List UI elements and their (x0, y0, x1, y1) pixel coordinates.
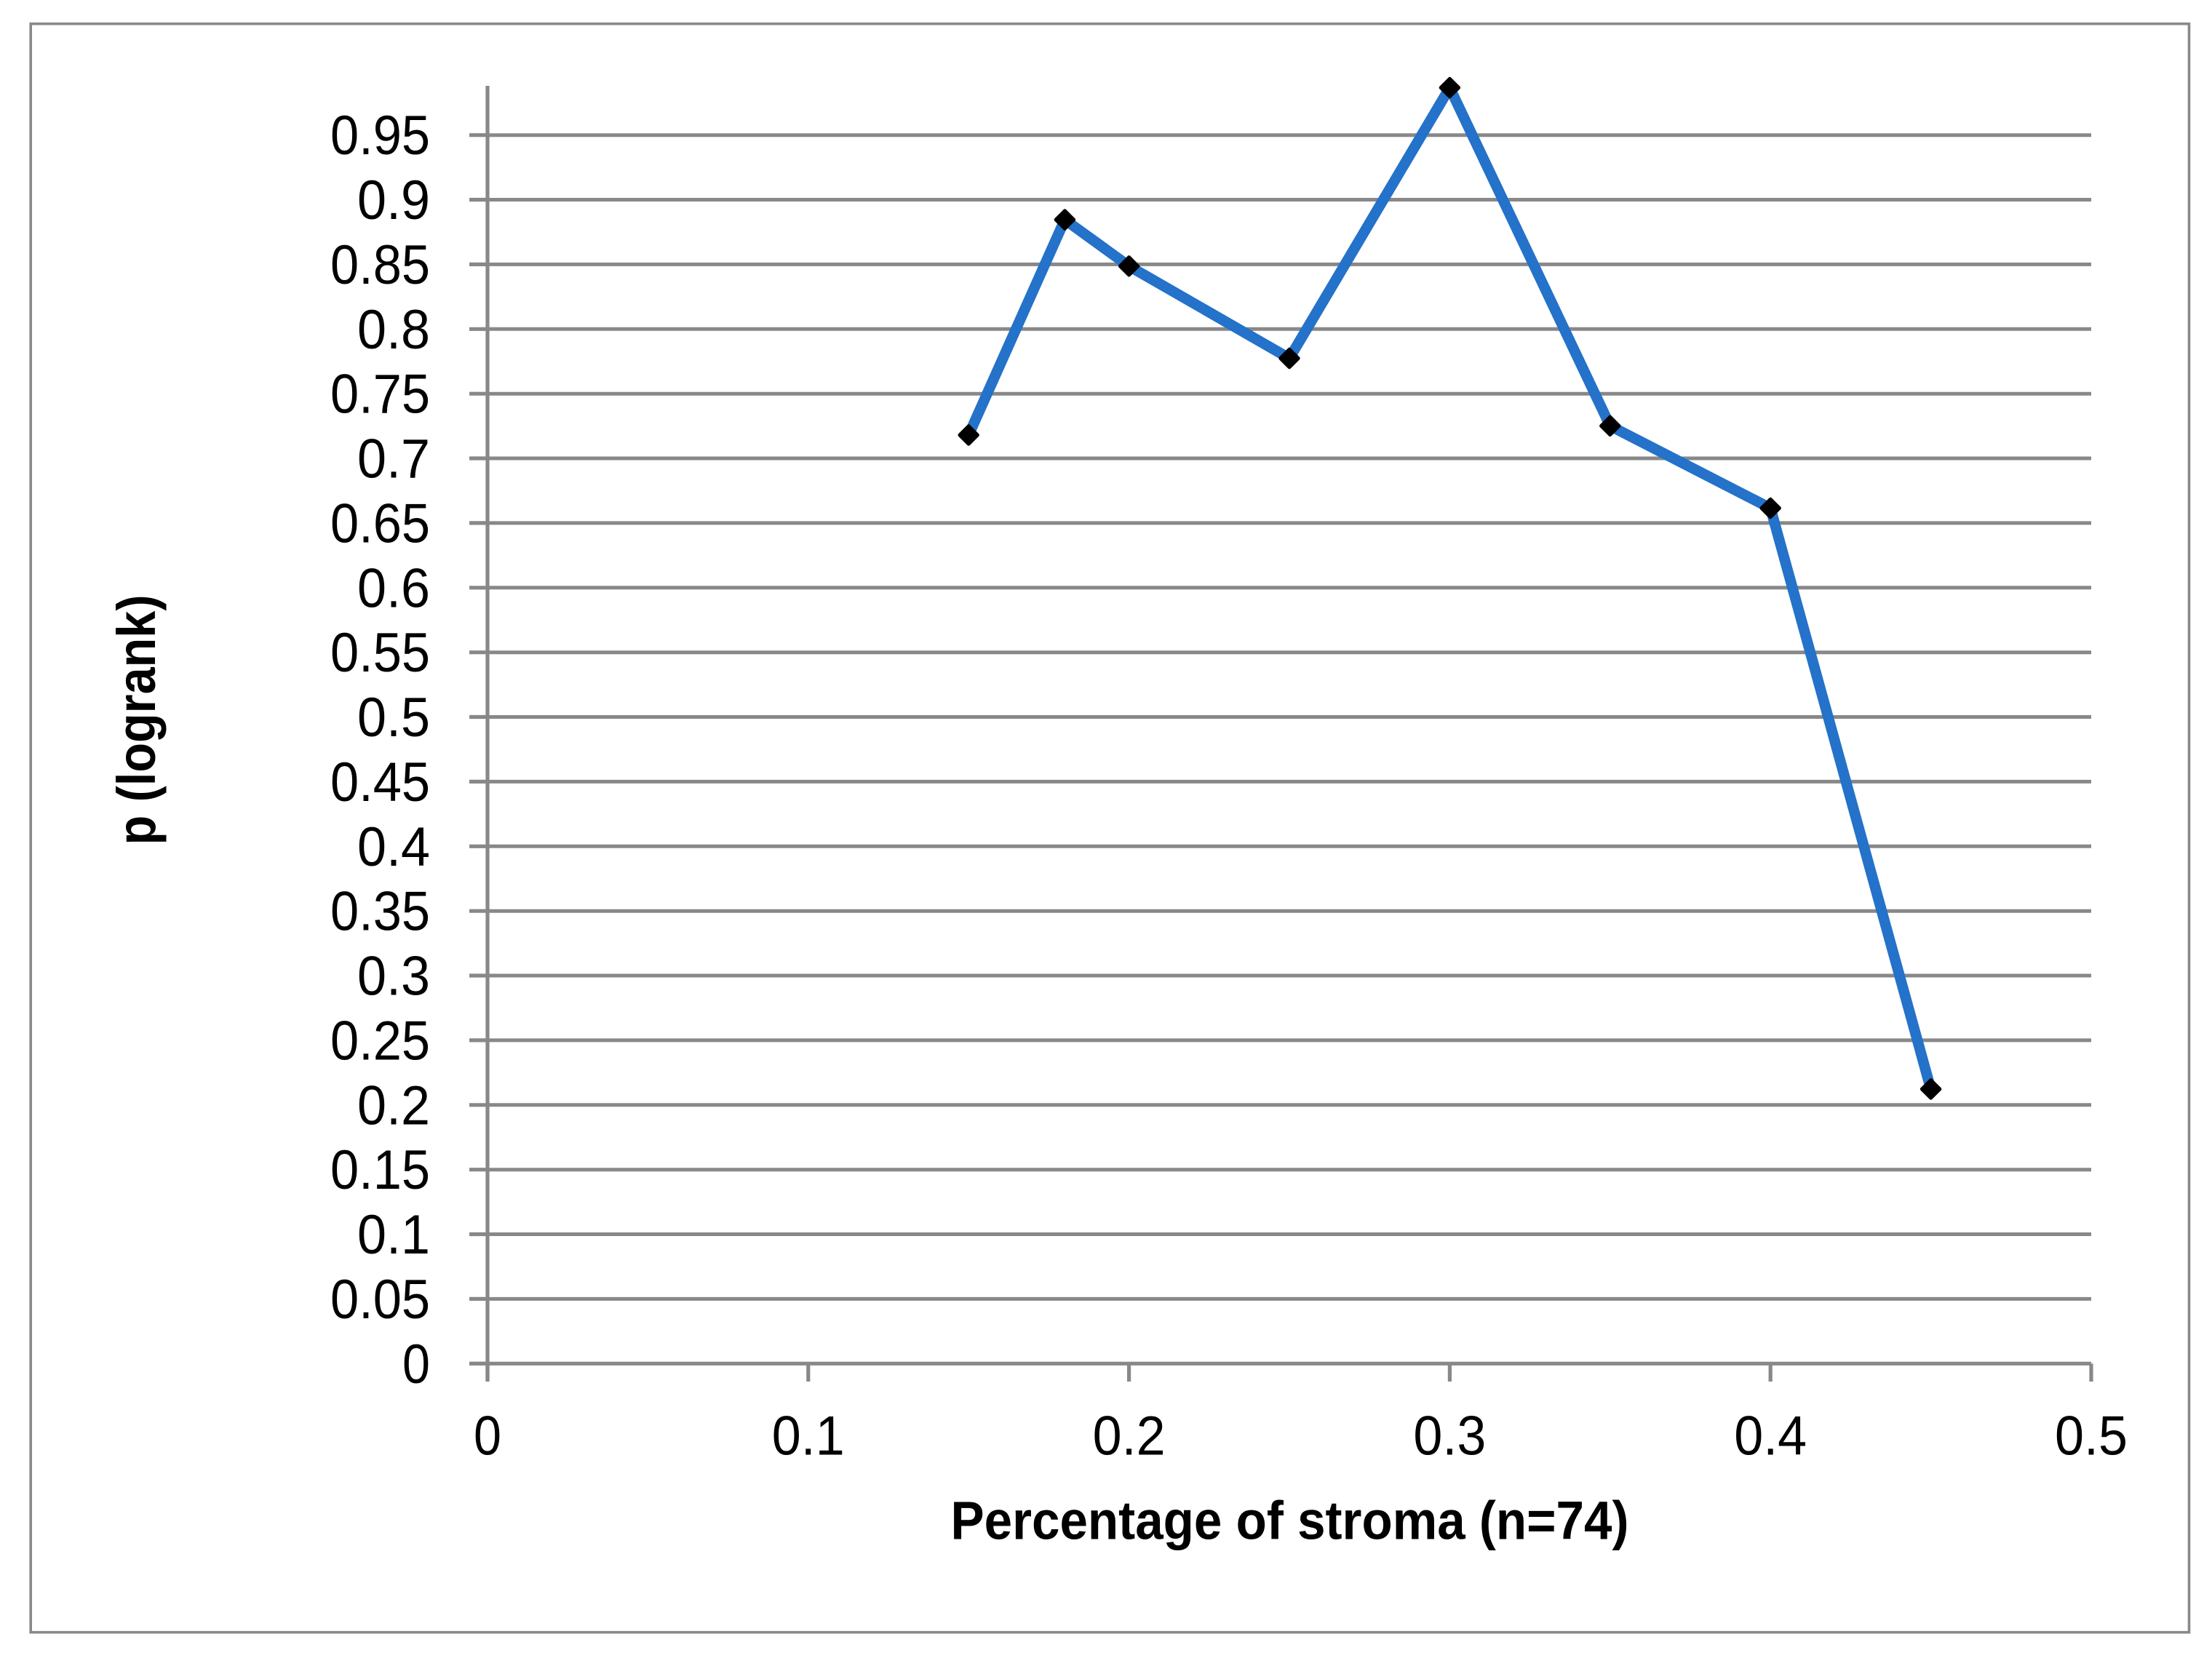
svg-text:0.2: 0.2 (357, 1075, 430, 1136)
svg-text:0: 0 (474, 1406, 501, 1467)
svg-text:0.4: 0.4 (1734, 1406, 1807, 1467)
svg-text:Percentage of stroma (n=74): Percentage of stroma (n=74) (951, 1491, 1629, 1551)
svg-text:0.35: 0.35 (330, 881, 430, 943)
svg-text:0.1: 0.1 (772, 1406, 845, 1467)
svg-text:0.05: 0.05 (330, 1269, 430, 1331)
svg-text:0.2: 0.2 (1093, 1406, 1166, 1467)
svg-text:0.1: 0.1 (357, 1204, 430, 1266)
svg-text:0.3: 0.3 (1413, 1406, 1486, 1467)
svg-text:0.4: 0.4 (357, 816, 430, 878)
svg-text:0.15: 0.15 (330, 1139, 430, 1201)
svg-text:0.85: 0.85 (330, 234, 430, 296)
svg-text:0.55: 0.55 (330, 622, 430, 684)
svg-text:0.95: 0.95 (330, 105, 430, 167)
svg-text:0.6: 0.6 (357, 557, 430, 619)
svg-text:0.75: 0.75 (330, 364, 430, 426)
svg-text:0.25: 0.25 (330, 1010, 430, 1072)
svg-text:0.45: 0.45 (330, 752, 430, 813)
svg-text:0.8: 0.8 (357, 299, 430, 361)
svg-text:0.5: 0.5 (2055, 1406, 2128, 1467)
svg-text:p (logrank): p (logrank) (106, 595, 167, 845)
svg-text:0.7: 0.7 (357, 429, 430, 490)
svg-text:0.9: 0.9 (357, 170, 430, 231)
svg-text:0.3: 0.3 (357, 946, 430, 1008)
svg-text:0.65: 0.65 (330, 493, 430, 554)
svg-text:0.5: 0.5 (357, 687, 430, 749)
svg-text:0: 0 (402, 1334, 430, 1395)
